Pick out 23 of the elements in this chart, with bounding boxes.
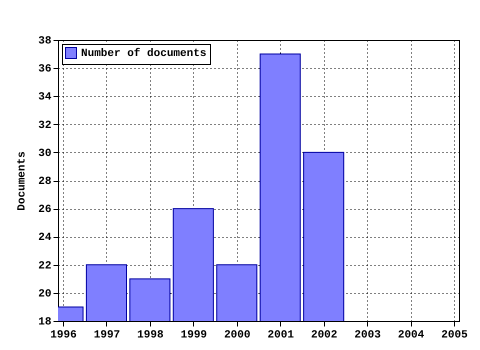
y-tick-label: 38 [38, 36, 52, 48]
y-tick-label: 34 [38, 92, 52, 104]
y-tick-label: 30 [38, 148, 52, 160]
y-tick-label: 22 [38, 260, 52, 272]
x-tick-label: 2005 [441, 330, 468, 342]
x-tick-label: 2001 [268, 330, 294, 342]
y-tick-label: 20 [38, 288, 52, 300]
x-tick-label: 1997 [94, 330, 120, 342]
y-tick-label: 28 [38, 176, 52, 188]
y-axis-title: Documents [16, 151, 28, 211]
y-tick-label: 32 [38, 120, 52, 132]
x-tick-label: 1998 [137, 330, 164, 342]
x-tick-label: 1999 [180, 330, 208, 342]
x-tick-label: 2002 [310, 330, 338, 342]
x-tick-label: 2004 [398, 330, 425, 342]
x-tick-label: 1996 [50, 330, 77, 342]
x-tick-label: 2000 [224, 330, 250, 342]
x-tick-label: 2003 [354, 330, 382, 342]
y-tick-label: 36 [38, 64, 52, 76]
legend-label: Number of documents [81, 47, 206, 60]
y-tick-label: 18 [38, 316, 52, 328]
y-tick-label: 24 [38, 232, 52, 244]
y-tick-label: 26 [38, 204, 52, 216]
